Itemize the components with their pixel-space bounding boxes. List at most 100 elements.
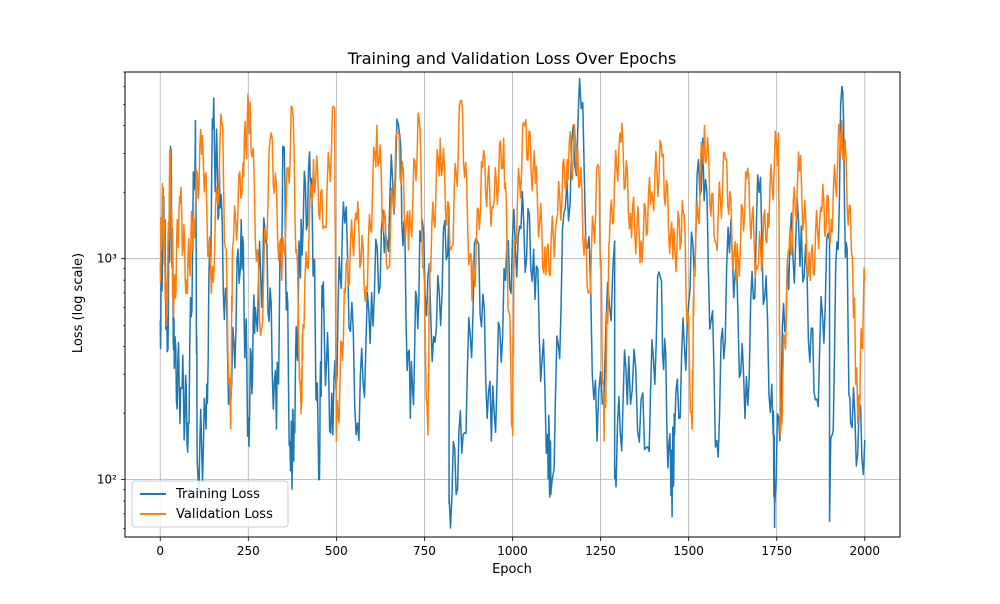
training-loss-point <box>701 137 704 140</box>
training-loss-point <box>744 417 746 419</box>
validation-loss-point <box>809 279 812 282</box>
training-loss-point <box>205 427 207 430</box>
validation-loss-point <box>714 240 716 243</box>
validation-loss-point <box>427 433 429 436</box>
training-loss-point <box>849 422 852 425</box>
training-loss-point <box>840 85 843 88</box>
validation-loss-point <box>545 273 547 276</box>
training-loss-point <box>546 433 549 436</box>
validation-loss-point <box>735 279 738 282</box>
validation-loss-point <box>798 169 801 172</box>
validation-loss-point <box>397 132 399 135</box>
validation-loss-point <box>165 324 168 327</box>
training-loss-point <box>518 225 521 228</box>
validation-loss-point <box>178 196 181 199</box>
training-loss-point <box>300 218 303 221</box>
validation-loss-point <box>863 279 866 282</box>
training-loss-point <box>673 433 676 436</box>
validation-loss-point <box>661 155 664 158</box>
training-loss-point <box>321 306 324 309</box>
training-loss-point <box>331 433 334 436</box>
training-loss-line <box>159 77 866 529</box>
training-loss-point <box>772 433 775 436</box>
y-axis-label: Loss (log scale) <box>71 253 86 353</box>
validation-loss-point <box>511 427 514 430</box>
validation-loss-point <box>608 240 611 243</box>
validation-loss-point <box>428 262 431 265</box>
validation-loss-point <box>597 166 600 168</box>
training-loss-point <box>863 439 866 442</box>
x-tick-label: 1250 <box>585 544 616 558</box>
training-loss-point <box>462 433 465 436</box>
x-tick-label: 750 <box>413 544 436 558</box>
validation-loss-point <box>523 124 526 127</box>
tick-layer: 0 250 500 750 1000 1250 1500 1750 2000 10² 10³ <box>97 71 880 558</box>
validation-loss-point <box>172 315 175 317</box>
validation-loss-point <box>629 212 632 215</box>
validation-loss-point <box>682 212 685 215</box>
validation-loss-point <box>259 334 262 337</box>
training-loss-point <box>370 292 373 294</box>
training-loss-point <box>159 320 162 323</box>
training-loss-point <box>289 469 292 472</box>
training-loss-point <box>166 350 169 353</box>
validation-loss-point <box>851 257 854 260</box>
validation-loss-point <box>640 240 642 243</box>
validation-loss-point <box>386 267 389 270</box>
legend: Training Loss Validation Loss <box>131 480 289 528</box>
validation-loss-point <box>513 240 516 243</box>
validation-loss-point <box>210 292 213 294</box>
training-loss-point <box>448 494 450 497</box>
training-loss-point <box>275 427 278 430</box>
validation-loss-point <box>460 99 463 102</box>
validation-loss-point <box>840 120 843 122</box>
validation-loss-point <box>220 122 223 125</box>
training-loss-point <box>659 276 662 279</box>
validation-loss-point <box>481 166 484 168</box>
training-loss-point <box>550 486 553 489</box>
training-loss-point <box>219 206 222 209</box>
validation-loss-point <box>418 117 421 120</box>
validation-loss-point <box>249 101 251 104</box>
validation-loss-point <box>492 206 495 209</box>
validation-loss-point <box>745 177 748 180</box>
training-loss-point <box>645 446 648 449</box>
validation-loss-point <box>603 439 605 442</box>
training-loss-point <box>409 417 412 419</box>
validation-loss-point <box>335 439 338 442</box>
training-loss-point <box>265 240 267 243</box>
validation-loss-point <box>566 159 568 161</box>
validation-loss-point <box>671 257 674 260</box>
y-tick-label: 10² <box>97 473 117 487</box>
validation-loss-point <box>534 182 537 184</box>
training-loss-point <box>180 387 183 389</box>
x-tick-label: 0 <box>156 544 164 558</box>
validation-loss-point <box>703 124 706 127</box>
training-loss-point <box>504 279 507 282</box>
validation-loss-point <box>779 433 782 436</box>
validation-loss-point <box>365 285 368 288</box>
legend-training-label: Training Loss <box>175 487 260 502</box>
validation-loss-point <box>691 427 694 430</box>
validation-loss-point <box>724 159 727 161</box>
training-loss-point <box>715 439 718 442</box>
validation-loss-point <box>323 225 325 228</box>
training-loss-point <box>627 355 630 358</box>
validation-loss-point <box>449 248 452 251</box>
validation-loss-point <box>650 191 653 194</box>
validation-loss-point <box>830 218 833 221</box>
validation-loss-point <box>300 412 303 415</box>
validation-loss-point <box>619 132 621 135</box>
validation-loss-point <box>407 248 410 251</box>
x-tick-label: 500 <box>325 544 348 558</box>
training-loss-point <box>173 367 176 369</box>
validation-loss-point <box>555 218 558 221</box>
validation-loss-point <box>375 124 378 127</box>
x-tick-label: 1000 <box>497 544 528 558</box>
validation-loss-point <box>587 292 590 294</box>
validation-loss-point <box>777 132 780 135</box>
validation-loss-point <box>788 248 790 251</box>
x-tick-label: 2000 <box>849 544 880 558</box>
chart-title: Training and Validation Loss Over Epochs <box>347 49 677 68</box>
